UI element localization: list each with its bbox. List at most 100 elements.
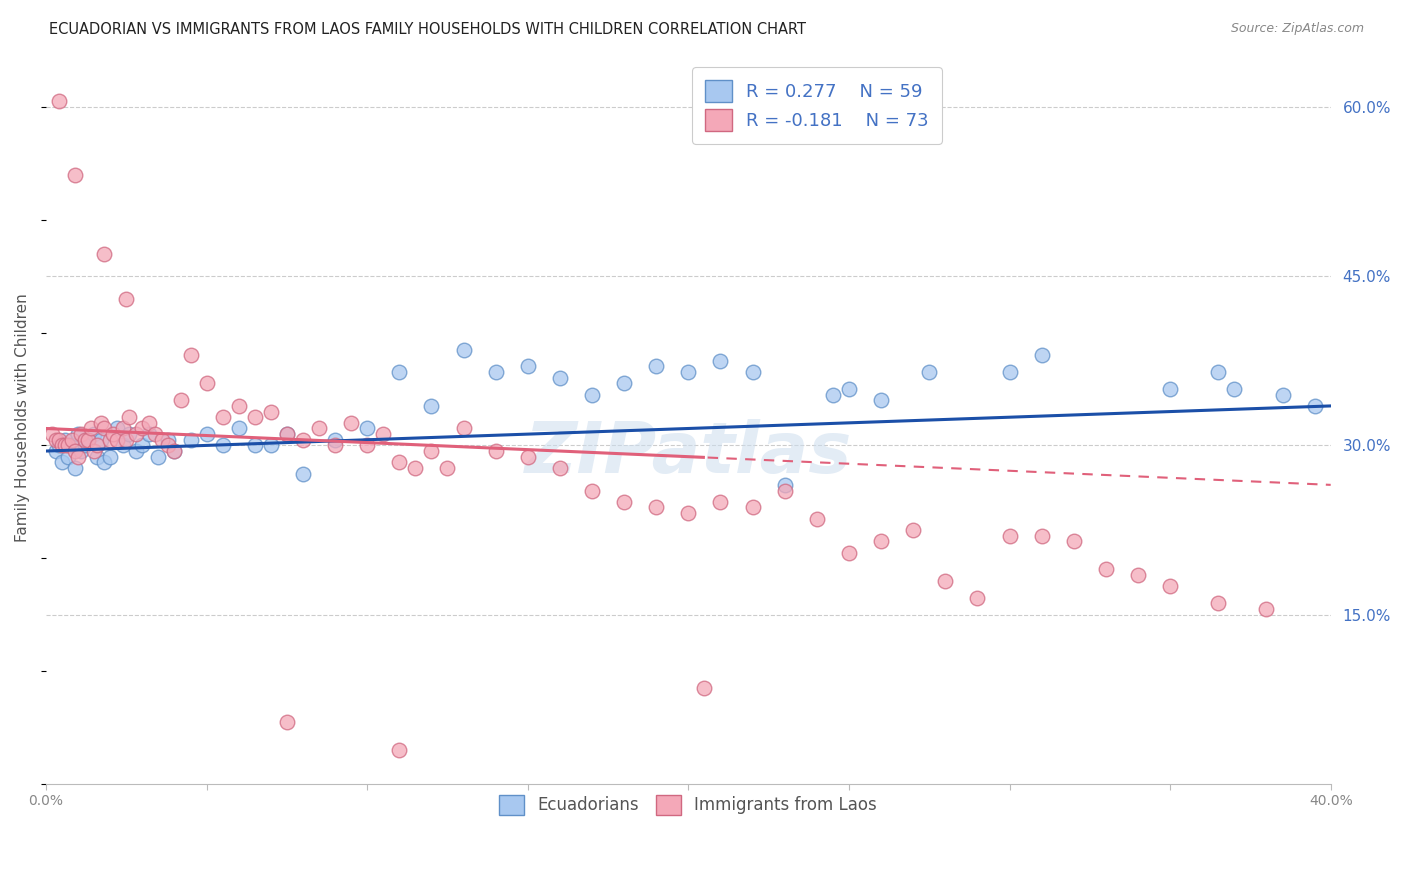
Point (356, 438, 378, 452)
Point (821, 387, 844, 401)
Point (1126, 568, 1149, 582)
Point (1206, 365, 1229, 379)
Point (60, 438, 83, 452)
Point (41, 427, 63, 442)
Point (485, 444, 508, 458)
Point (901, 523, 924, 537)
Point (80, 421, 103, 435)
Point (118, 427, 141, 442)
Point (90, 416, 112, 430)
Point (63, 461, 86, 475)
Point (1271, 387, 1294, 401)
Point (63, 444, 86, 458)
Point (773, 483, 796, 498)
Legend: Ecuadorians, Immigrants from Laos: Ecuadorians, Immigrants from Laos (488, 783, 889, 827)
Point (388, 743, 411, 757)
Point (291, 467, 314, 481)
Point (211, 410, 233, 425)
Point (918, 365, 941, 379)
Point (170, 393, 193, 408)
Point (741, 365, 763, 379)
Point (645, 359, 668, 374)
Point (998, 365, 1021, 379)
Point (148, 450, 170, 464)
Point (709, 495, 731, 509)
Point (773, 478, 796, 492)
Point (131, 421, 153, 435)
Point (58, 438, 80, 452)
Text: Source: ZipAtlas.com: Source: ZipAtlas.com (1230, 22, 1364, 36)
Point (163, 444, 186, 458)
Point (195, 427, 218, 442)
Point (105, 421, 128, 435)
Point (93, 246, 115, 260)
Point (53, 438, 76, 452)
Point (131, 438, 153, 452)
Point (693, 681, 716, 695)
Point (1063, 534, 1085, 549)
Point (838, 545, 860, 559)
Point (73, 438, 96, 452)
Point (63, 168, 86, 182)
Point (1159, 382, 1181, 396)
Point (678, 365, 700, 379)
Point (870, 393, 893, 408)
Point (1223, 382, 1246, 396)
Point (93, 421, 115, 435)
Point (228, 399, 250, 413)
Text: ZIPatlas: ZIPatlas (524, 419, 852, 488)
Point (323, 438, 346, 452)
Point (48, 433, 70, 447)
Point (115, 292, 138, 306)
Point (453, 421, 475, 435)
Point (157, 438, 180, 452)
Point (966, 591, 988, 605)
Point (243, 438, 266, 452)
Point (138, 427, 160, 442)
Point (83, 444, 105, 458)
Point (138, 416, 160, 430)
Point (45, 444, 67, 458)
Point (76, 433, 98, 447)
Point (211, 438, 233, 452)
Point (276, 427, 298, 442)
Point (83, 427, 105, 442)
Point (70, 444, 93, 458)
Point (51, 455, 73, 469)
Point (420, 399, 443, 413)
Point (73, 433, 96, 447)
Point (1303, 399, 1326, 413)
Point (581, 483, 603, 498)
Point (179, 348, 201, 362)
Point (105, 433, 128, 447)
Point (838, 382, 860, 396)
Point (195, 376, 218, 391)
Point (90, 433, 112, 447)
Point (420, 444, 443, 458)
Point (112, 438, 135, 452)
Point (516, 450, 538, 464)
Point (741, 500, 763, 515)
Point (76, 433, 98, 447)
Point (98, 450, 121, 464)
Point (228, 421, 250, 435)
Point (67, 450, 90, 464)
Point (613, 495, 636, 509)
Point (86, 438, 108, 452)
Point (53, 433, 76, 447)
Point (163, 444, 186, 458)
Point (709, 354, 731, 368)
Point (934, 574, 956, 588)
Point (436, 461, 458, 475)
Point (70, 427, 93, 442)
Point (340, 416, 363, 430)
Point (323, 433, 346, 447)
Point (1206, 596, 1229, 610)
Point (143, 427, 166, 442)
Point (125, 427, 148, 442)
Point (1095, 562, 1118, 576)
Y-axis label: Family Households with Children: Family Households with Children (15, 293, 30, 541)
Point (1159, 579, 1181, 593)
Point (276, 714, 298, 729)
Point (51, 438, 73, 452)
